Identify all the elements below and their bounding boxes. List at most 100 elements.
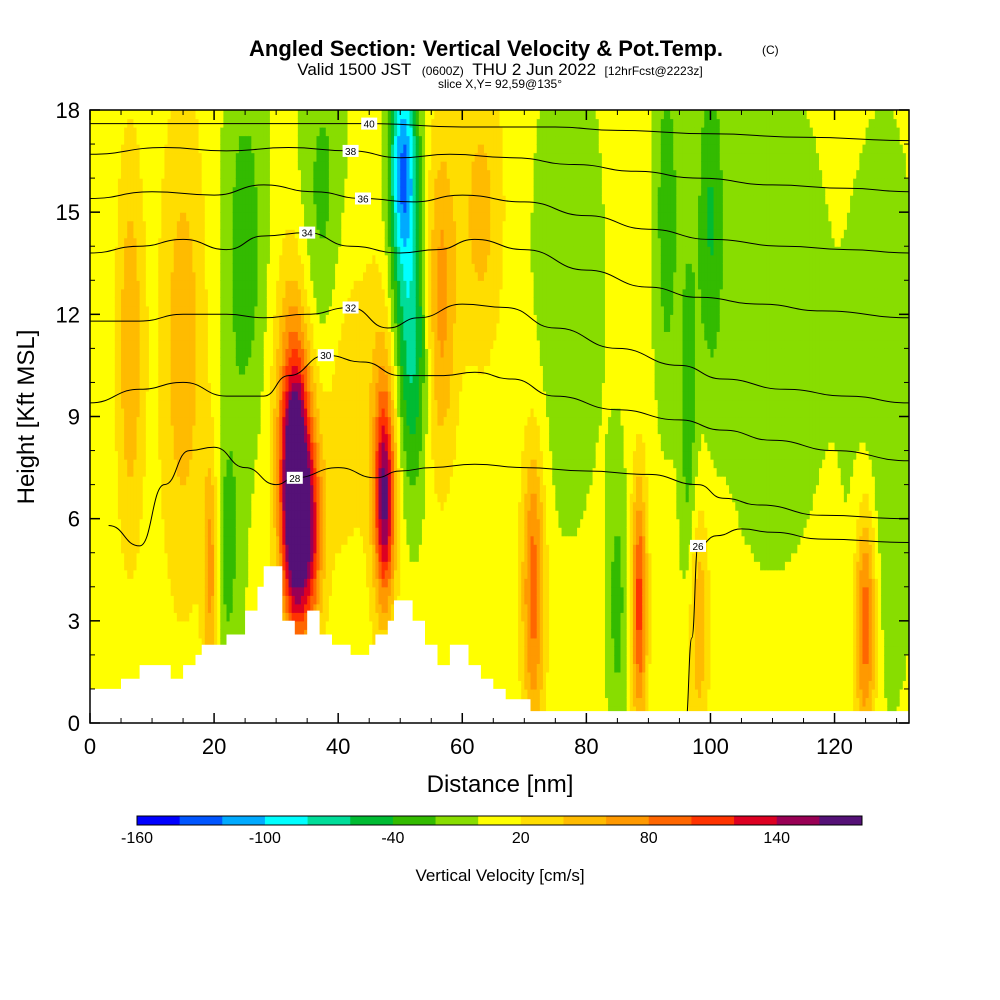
heatmap-cell bbox=[285, 569, 290, 579]
heatmap-cell bbox=[130, 373, 135, 384]
heatmap-cell bbox=[217, 476, 221, 486]
heatmap-cell bbox=[139, 501, 144, 511]
heatmap-cell bbox=[127, 654, 131, 664]
heatmap-cell bbox=[232, 390, 237, 401]
heatmap-cell bbox=[235, 144, 240, 154]
heatmap-cell bbox=[189, 493, 193, 503]
heatmap-cell bbox=[170, 246, 175, 256]
heatmap-cell bbox=[238, 280, 243, 290]
heatmap-cell bbox=[207, 220, 212, 230]
heatmap-cell bbox=[217, 373, 221, 384]
heatmap-cell bbox=[186, 356, 190, 367]
heatmap-cell bbox=[99, 118, 104, 128]
heatmap-cell bbox=[195, 118, 200, 128]
heatmap-cell bbox=[176, 280, 181, 290]
heatmap-cell bbox=[226, 212, 231, 222]
heatmap-cell bbox=[214, 305, 218, 315]
heatmap-cell bbox=[127, 399, 131, 409]
heatmap-cell bbox=[288, 271, 293, 281]
heatmap-cell bbox=[108, 442, 113, 452]
heatmap-cell bbox=[276, 186, 280, 196]
heatmap-cell bbox=[164, 501, 169, 511]
heatmap-cell bbox=[167, 314, 172, 324]
heatmap-cell bbox=[155, 399, 159, 409]
heatmap-cell bbox=[108, 365, 113, 375]
heatmap-cell bbox=[229, 271, 234, 281]
heatmap-cell bbox=[201, 280, 206, 290]
heatmap-cell bbox=[173, 663, 178, 673]
heatmap-cell bbox=[279, 212, 283, 222]
heatmap-cell bbox=[269, 297, 274, 307]
heatmap-cell bbox=[170, 365, 175, 375]
heatmap-cell bbox=[161, 467, 166, 477]
heatmap-cell bbox=[136, 612, 141, 622]
heatmap-cell bbox=[276, 433, 280, 443]
heatmap-cell bbox=[145, 518, 150, 528]
heatmap-cell bbox=[195, 459, 200, 469]
heatmap-cell bbox=[217, 365, 221, 375]
heatmap-cell bbox=[282, 127, 287, 137]
heatmap-cell bbox=[207, 527, 212, 537]
heatmap-cell bbox=[124, 416, 128, 426]
heatmap-cell bbox=[248, 161, 252, 171]
heatmap-cell bbox=[170, 220, 175, 230]
heatmap-cell bbox=[192, 629, 197, 639]
heatmap-cell bbox=[288, 110, 293, 120]
heatmap-cell bbox=[248, 288, 252, 298]
heatmap-cell bbox=[124, 373, 128, 384]
heatmap-cell bbox=[201, 399, 206, 409]
heatmap-cell bbox=[226, 118, 231, 128]
heatmap-cell bbox=[257, 450, 262, 460]
heatmap-cell bbox=[263, 467, 268, 477]
heatmap-cell bbox=[210, 544, 215, 554]
heatmap-cell bbox=[263, 280, 268, 290]
heatmap-cell bbox=[210, 186, 215, 196]
heatmap-cell bbox=[170, 135, 175, 145]
heatmap-cell bbox=[108, 305, 113, 315]
heatmap-cell bbox=[186, 637, 190, 647]
heatmap-cell bbox=[242, 527, 246, 537]
heatmap-cell bbox=[161, 425, 166, 435]
heatmap-cell bbox=[183, 203, 187, 213]
heatmap-cell bbox=[145, 390, 150, 401]
heatmap-cell bbox=[102, 390, 107, 401]
heatmap-cell bbox=[133, 561, 138, 571]
heatmap-cell bbox=[217, 552, 221, 562]
heatmap-cell bbox=[145, 246, 150, 256]
heatmap-cell bbox=[297, 365, 302, 375]
heatmap-cell bbox=[164, 229, 169, 239]
heatmap-cell bbox=[235, 348, 240, 358]
heatmap-cell bbox=[96, 263, 100, 273]
heatmap-cell bbox=[145, 501, 150, 511]
heatmap-cell bbox=[124, 237, 128, 247]
heatmap-cell bbox=[114, 263, 119, 273]
heatmap-cell bbox=[102, 356, 107, 367]
heatmap-cell bbox=[279, 186, 283, 196]
heatmap-cell bbox=[214, 127, 218, 137]
heatmap-cell bbox=[90, 671, 94, 682]
heatmap-cell bbox=[139, 493, 144, 503]
heatmap-cell bbox=[155, 152, 159, 162]
heatmap-cell bbox=[226, 263, 231, 273]
heatmap-cell bbox=[142, 161, 147, 171]
heatmap-cell bbox=[232, 535, 237, 545]
heatmap-cell bbox=[223, 263, 228, 273]
heatmap-cell bbox=[235, 127, 240, 137]
heatmap-cell bbox=[285, 127, 290, 137]
heatmap-cell bbox=[238, 459, 243, 469]
heatmap-cell bbox=[108, 399, 113, 409]
heatmap-cell bbox=[121, 161, 125, 171]
heatmap-cell bbox=[124, 356, 128, 367]
heatmap-cell bbox=[130, 110, 135, 120]
heatmap-cell bbox=[204, 118, 209, 128]
heatmap-cell bbox=[207, 433, 212, 443]
heatmap-cell bbox=[96, 382, 100, 392]
heatmap-cell bbox=[105, 603, 110, 613]
heatmap-cell bbox=[148, 637, 153, 647]
heatmap-cell bbox=[170, 144, 175, 154]
heatmap-cell bbox=[198, 331, 203, 341]
heatmap-cell bbox=[111, 356, 116, 367]
heatmap-cell bbox=[220, 280, 224, 290]
heatmap-cell bbox=[130, 356, 135, 367]
subtitle-date: THU 2 Jun 2022 bbox=[472, 60, 596, 79]
